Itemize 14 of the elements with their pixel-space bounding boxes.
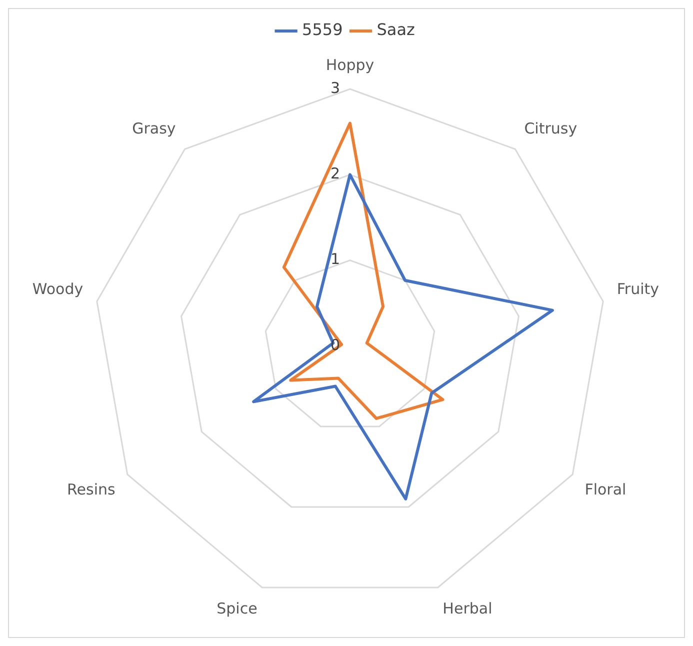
spoke-label: Fruity: [616, 280, 660, 298]
y-tick-label: 3: [330, 78, 340, 97]
legend-label: 5559: [302, 20, 343, 40]
spoke-label: Resins: [67, 480, 116, 498]
legend-label: Saaz: [376, 20, 415, 40]
spoke-label: Spice: [216, 600, 258, 618]
spoke-label: Citrusy: [524, 119, 578, 138]
spoke-label: Hoppy: [326, 56, 374, 74]
y-tick-label: 1: [330, 250, 340, 268]
y-tick-label: 2: [330, 164, 340, 183]
spoke-label: Herbal: [442, 600, 492, 618]
spoke-label: Floral: [584, 480, 626, 498]
spoke-label: Woody: [32, 280, 84, 298]
spoke-label: Grasy: [132, 119, 176, 138]
